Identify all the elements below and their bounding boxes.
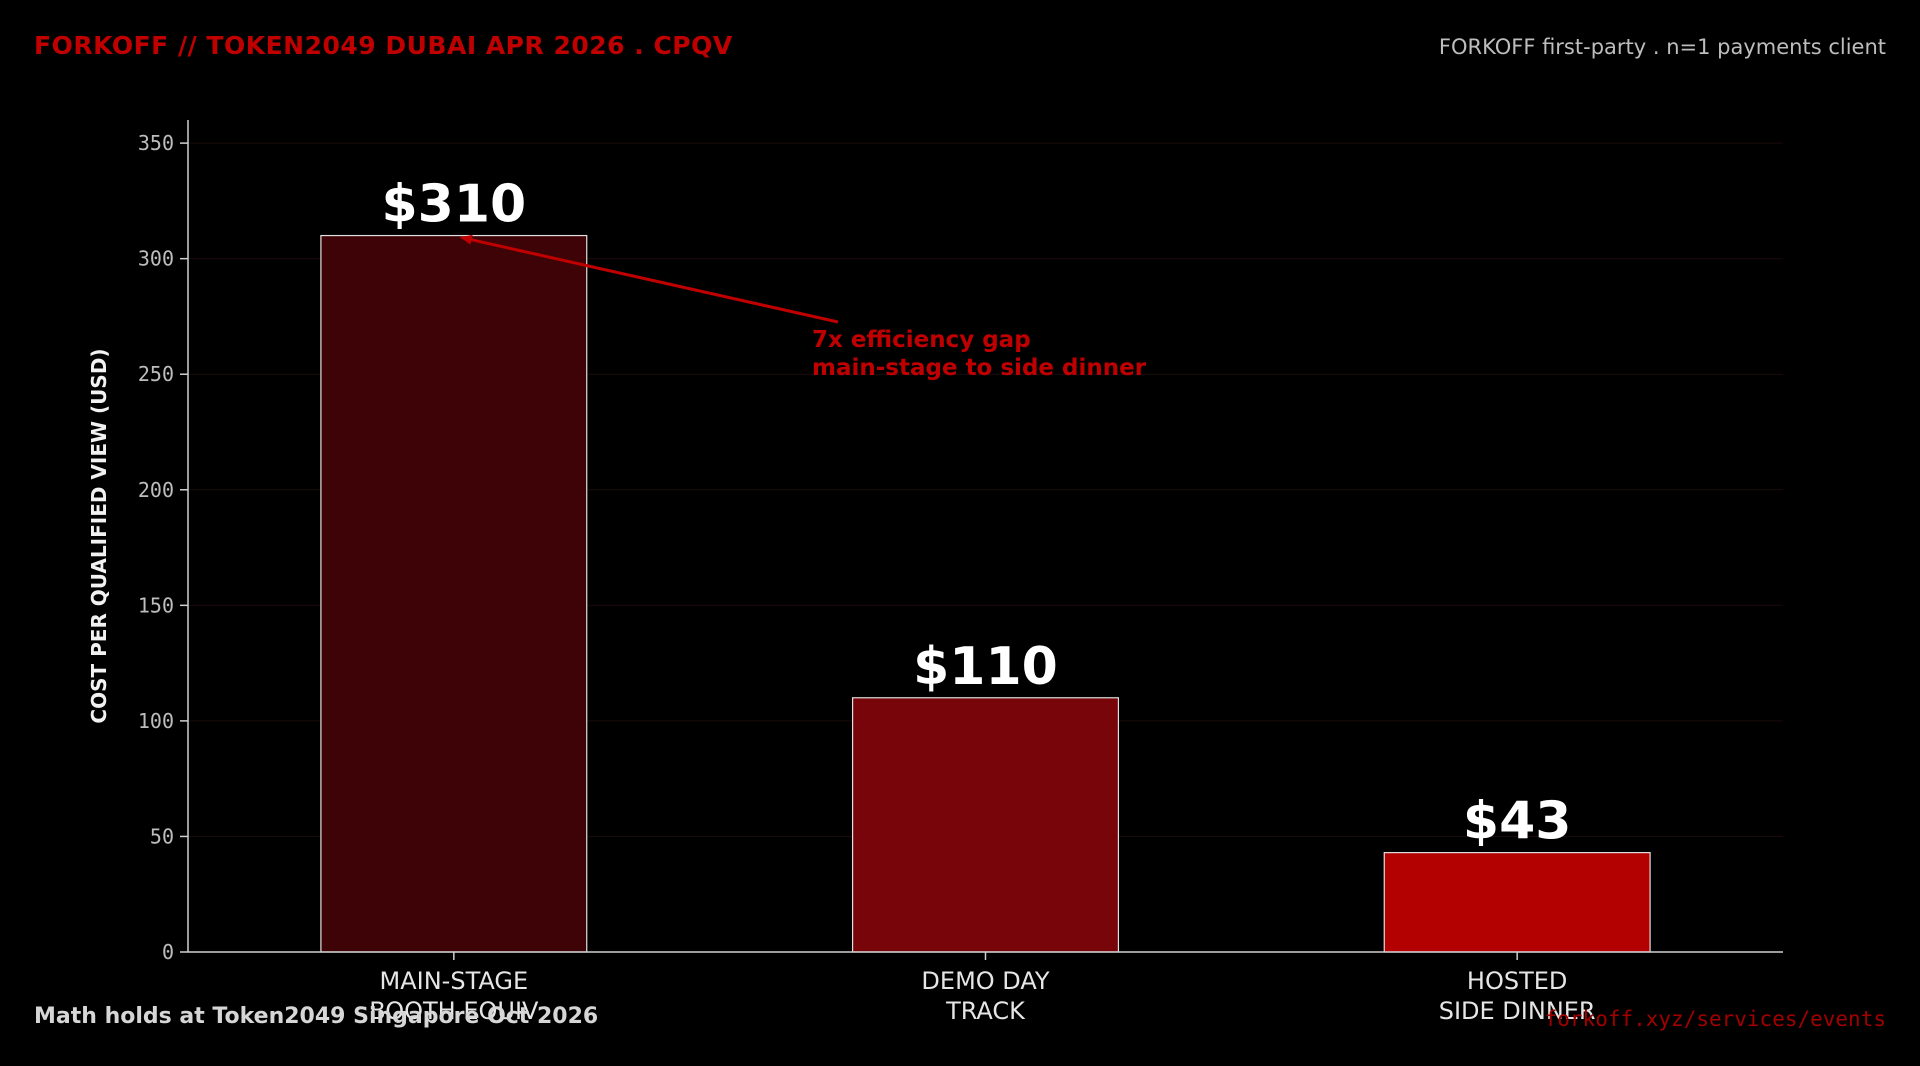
chart-title: FORKOFF // TOKEN2049 DUBAI APR 2026 . CP… xyxy=(34,31,733,60)
bar xyxy=(1383,852,1651,953)
y-tick-label: 150 xyxy=(138,593,174,617)
x-tick-label: DEMO DAY TRACK xyxy=(921,967,1049,1025)
y-tick-label: 250 xyxy=(138,362,174,386)
data-label: $310 xyxy=(381,175,526,235)
annotation-text: 7x efficiency gap main-stage to side dinn… xyxy=(812,327,1147,381)
x-tick-label: MAIN-STAGE BOOTH EQUIV xyxy=(369,967,539,1025)
y-tick-label: 100 xyxy=(138,709,174,733)
data-label: $43 xyxy=(1463,792,1572,852)
footer-link[interactable]: forkoff.xyz/services/events xyxy=(1544,1007,1886,1031)
y-tick-label: 50 xyxy=(150,824,174,848)
bar xyxy=(320,234,588,953)
annotation-arrow xyxy=(459,234,839,324)
x-tick-label: HOSTED SIDE DINNER xyxy=(1439,967,1596,1025)
data-label: $110 xyxy=(913,637,1058,697)
bar xyxy=(851,697,1120,953)
y-tick-label: 0 xyxy=(162,940,174,964)
y-axis-title: COST PER QUALIFIED VIEW (USD) xyxy=(87,348,111,723)
footer-note: Math holds at Token2049 Singapore Oct 20… xyxy=(34,1004,599,1029)
y-tick-label: 350 xyxy=(138,131,174,155)
y-tick-label: 200 xyxy=(138,478,174,502)
source-note: FORKOFF first-party . n=1 payments clien… xyxy=(1438,35,1886,59)
y-tick-label: 300 xyxy=(138,247,174,271)
